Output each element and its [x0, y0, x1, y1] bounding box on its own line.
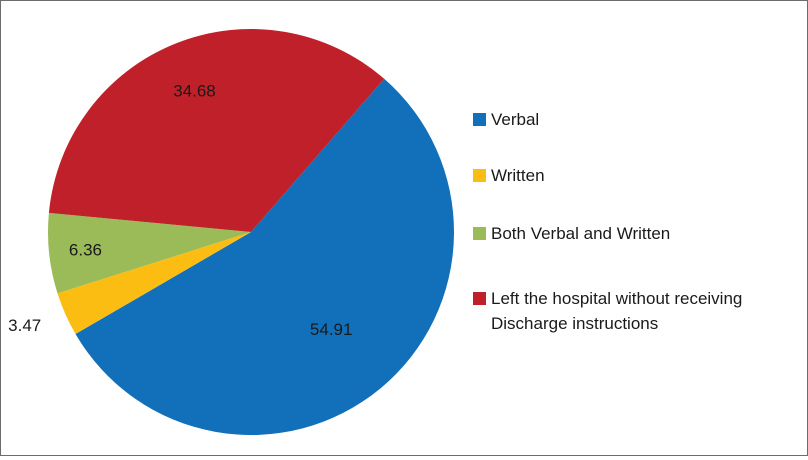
legend-label-4-line-2: Discharge instructions — [491, 314, 658, 333]
legend-label-1: Verbal — [491, 110, 539, 129]
legend-swatch-1 — [473, 113, 486, 126]
data-label-left-the-hospital-withou: 34.68 — [173, 82, 216, 101]
pie-slices — [48, 29, 454, 435]
pie-slice-left-the-hospital-withou — [48, 29, 385, 232]
legend-label-2: Written — [491, 166, 545, 185]
pie-slice-verbal — [75, 78, 454, 435]
legend-label-4-line-1: Left the hospital without receiving — [491, 289, 742, 308]
data-label-both-verbal-and-written: 6.36 — [69, 241, 102, 260]
pie-slice-written — [57, 232, 251, 335]
legend-swatch-2 — [473, 169, 486, 182]
pie-slice-both-verbal-and-written — [48, 212, 251, 294]
legend-swatch-3 — [473, 227, 486, 240]
data-labels: 54.91 3.47 6.36 34.68 — [8, 82, 352, 339]
legend: Verbal Written Both Verbal and Written Left… — [473, 110, 742, 333]
legend-swatch-4 — [473, 292, 486, 305]
data-label-written: 3.47 — [8, 316, 41, 335]
legend-label-3: Both Verbal and Written — [491, 224, 670, 243]
data-label-verbal: 54.91 — [310, 320, 353, 339]
